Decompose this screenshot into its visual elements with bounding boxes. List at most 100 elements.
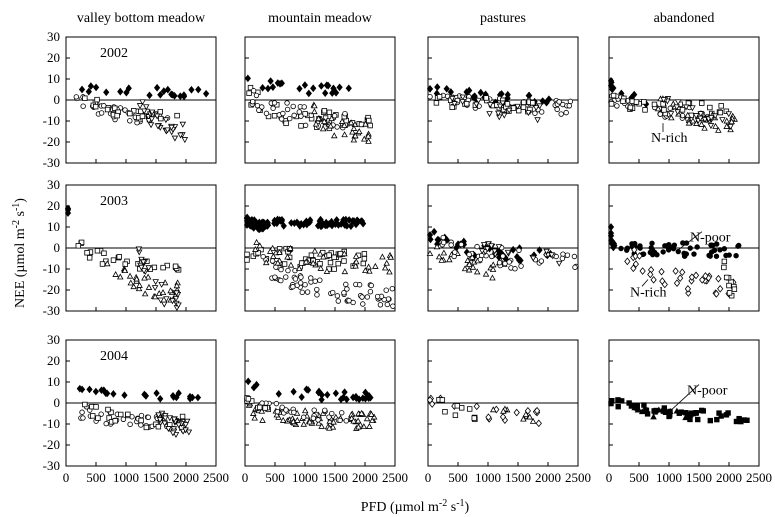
data-point [355,423,362,430]
annotation: N-poor [671,384,728,410]
data-point [658,267,665,276]
data-point [317,277,323,283]
data-point [572,264,578,270]
data-point [715,126,722,133]
data-point [488,243,495,250]
data-point [723,412,730,418]
x-tick-label: 1500 [143,470,169,485]
data-point [510,245,517,254]
panels-layer: valley bottom meadow mountain meadow pastu… [43,11,772,485]
data-point [624,247,630,253]
data-point [188,85,195,94]
data-point [116,254,122,260]
data-point [679,268,686,277]
data-point [75,243,82,249]
data-point [159,289,167,295]
data-point [535,419,542,428]
data-point [152,279,159,286]
data-point [320,253,327,260]
data-point [254,102,261,109]
data-point [495,244,503,251]
data-point [171,135,179,142]
data-point [280,222,287,230]
data-point [530,100,536,106]
data-point [384,301,390,308]
data-point [482,270,490,277]
data-point [158,282,165,288]
data-point [563,109,569,116]
data-point [615,397,621,403]
data-point [352,252,360,259]
data-point [262,259,270,266]
data-point [695,416,701,423]
data-point [144,273,152,280]
data-point [310,415,317,421]
data-point [133,275,140,282]
data-point [82,95,88,101]
data-point [685,289,692,297]
data-point [699,276,706,284]
data-point [452,412,459,418]
data-point [153,83,161,92]
data-point [529,417,537,424]
data-point [443,84,450,93]
data-point [478,248,486,255]
data-point [342,111,348,117]
data-point [141,390,148,399]
data-point [331,254,337,261]
data-point [262,405,268,411]
data-point [650,413,657,420]
data-point [189,393,196,402]
data-point [341,122,348,128]
data-point [520,415,527,422]
data-point [290,284,296,290]
data-point [701,124,708,131]
panel-points [608,397,750,425]
annotation-label: N-rich [651,131,688,146]
data-point [637,245,643,251]
data-point [505,107,513,114]
data-point [98,411,104,417]
x-tick-label: 1500 [686,470,712,485]
data-point [458,241,464,248]
data-point [281,261,288,267]
data-point [163,296,170,303]
data-point [318,395,325,404]
data-point [284,106,291,113]
data-point [352,132,359,139]
data-point [571,253,578,260]
data-point [346,297,352,304]
data-point [633,99,640,105]
data-point [290,103,296,110]
data-point [341,131,348,138]
data-point [264,84,272,93]
data-point [377,302,384,308]
data-point [715,274,722,283]
data-point [431,227,438,236]
data-point [733,418,740,425]
data-point [702,272,709,280]
data-point [298,260,305,266]
data-point [334,293,341,299]
data-point [435,253,443,260]
data-point [647,270,654,279]
data-point [153,389,160,398]
data-point [366,422,373,429]
data-point [151,293,159,300]
data-point [78,85,86,94]
data-point [126,272,134,279]
panel-points [244,74,373,144]
data-point [723,123,730,129]
data-point [521,99,527,106]
data-point [668,114,675,121]
data-point [127,110,133,117]
y-tick-label: -20 [43,282,60,297]
data-point [271,100,278,106]
data-point [326,417,334,424]
data-point [112,418,118,424]
data-point [706,252,712,259]
data-point [335,221,342,229]
x-axis-title-mid: s [447,500,456,515]
data-point [673,279,681,287]
data-point [301,81,309,89]
